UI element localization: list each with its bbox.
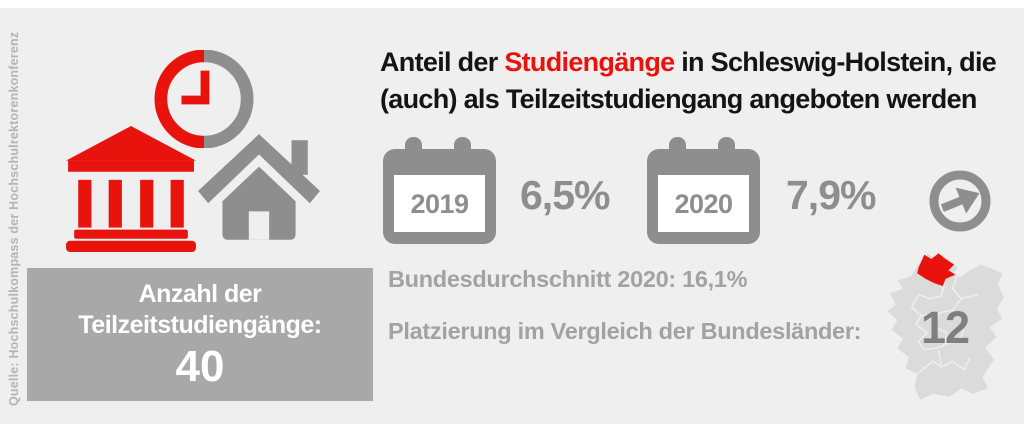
- trend-arrow-icon: [929, 170, 991, 232]
- schleswig-holstein-region: [917, 253, 956, 286]
- calendar-icon: [647, 137, 760, 244]
- title-line2: (auch) als Teilzeitstudiengang angeboten…: [380, 84, 977, 114]
- calendar-2020: 2020: [647, 137, 760, 244]
- calendar-2019: 2019: [383, 137, 496, 244]
- calendar-year-label: 2019: [410, 189, 469, 219]
- calendar-icon: [383, 137, 496, 244]
- title-highlight: Studiengänge: [504, 47, 675, 77]
- title-part2: in Schleswig-Holstein, die: [674, 47, 997, 77]
- clock-icon: [154, 50, 254, 148]
- germany-outline: [887, 253, 1004, 400]
- source-credit: Quelle: Hochschulkompass der Hochschulre…: [7, 31, 21, 406]
- ranking-value: 12: [920, 302, 970, 353]
- count-box: Anzahl der Teilzeitstudiengänge: 40: [27, 268, 373, 401]
- value-2020: 7,9%: [786, 172, 876, 218]
- university-icon: [66, 126, 196, 252]
- count-box-value: 40: [175, 341, 225, 391]
- calendar-year-label: 2020: [674, 189, 733, 219]
- count-box-line1: Anzahl der: [138, 279, 262, 308]
- national-average-line: Bundesdurchschnitt 2020: 16,1%: [388, 266, 748, 292]
- page-title: Anteil der Studiengänge in Schleswig-Hol…: [380, 44, 1014, 118]
- value-2019: 6,5%: [520, 172, 610, 218]
- home-icon: [198, 134, 320, 240]
- germany-map: [887, 253, 1004, 400]
- title-part1: Anteil der: [380, 47, 505, 77]
- count-box-line2: Teilzeitstudiengänge:: [78, 310, 322, 339]
- top-border: [0, 0, 1024, 8]
- ranking-label: Platzierung im Vergleich der Bundeslände…: [388, 318, 862, 344]
